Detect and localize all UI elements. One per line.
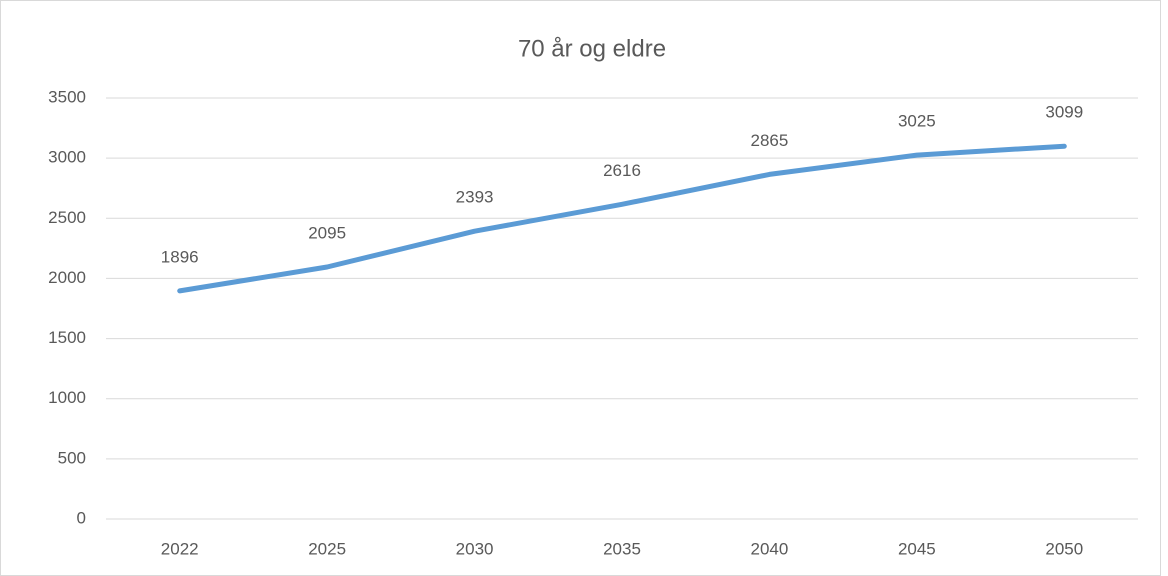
- y-tick-label: 2500: [48, 208, 86, 227]
- data-label: 2865: [751, 131, 789, 150]
- x-tick-label: 2045: [898, 539, 936, 558]
- chart-title: 70 år og eldre: [518, 35, 666, 62]
- data-label: 2095: [308, 223, 346, 242]
- y-tick-label: 2000: [48, 268, 86, 287]
- y-tick-label: 0: [77, 508, 86, 527]
- y-tick-label: 1500: [48, 328, 86, 347]
- x-tick-label: 2035: [603, 539, 641, 558]
- data-label: 2393: [456, 188, 494, 207]
- x-tick-label: 2022: [161, 539, 199, 558]
- data-label: 3099: [1045, 103, 1083, 122]
- line: [177, 143, 1067, 294]
- data-label: 2616: [603, 161, 641, 180]
- data-label: 3025: [898, 112, 936, 131]
- x-tick-label: 2030: [456, 539, 494, 558]
- y-tick-label: 1000: [48, 388, 86, 407]
- y-tick-label: 500: [58, 448, 86, 467]
- x-tick-label: 2050: [1045, 539, 1083, 558]
- x-tick-label: 2040: [751, 539, 789, 558]
- y-tick-label: 3500: [48, 87, 86, 106]
- x-tick-label: 2025: [308, 539, 346, 558]
- y-tick-label: 3000: [48, 148, 86, 167]
- data-label: 1896: [161, 247, 199, 266]
